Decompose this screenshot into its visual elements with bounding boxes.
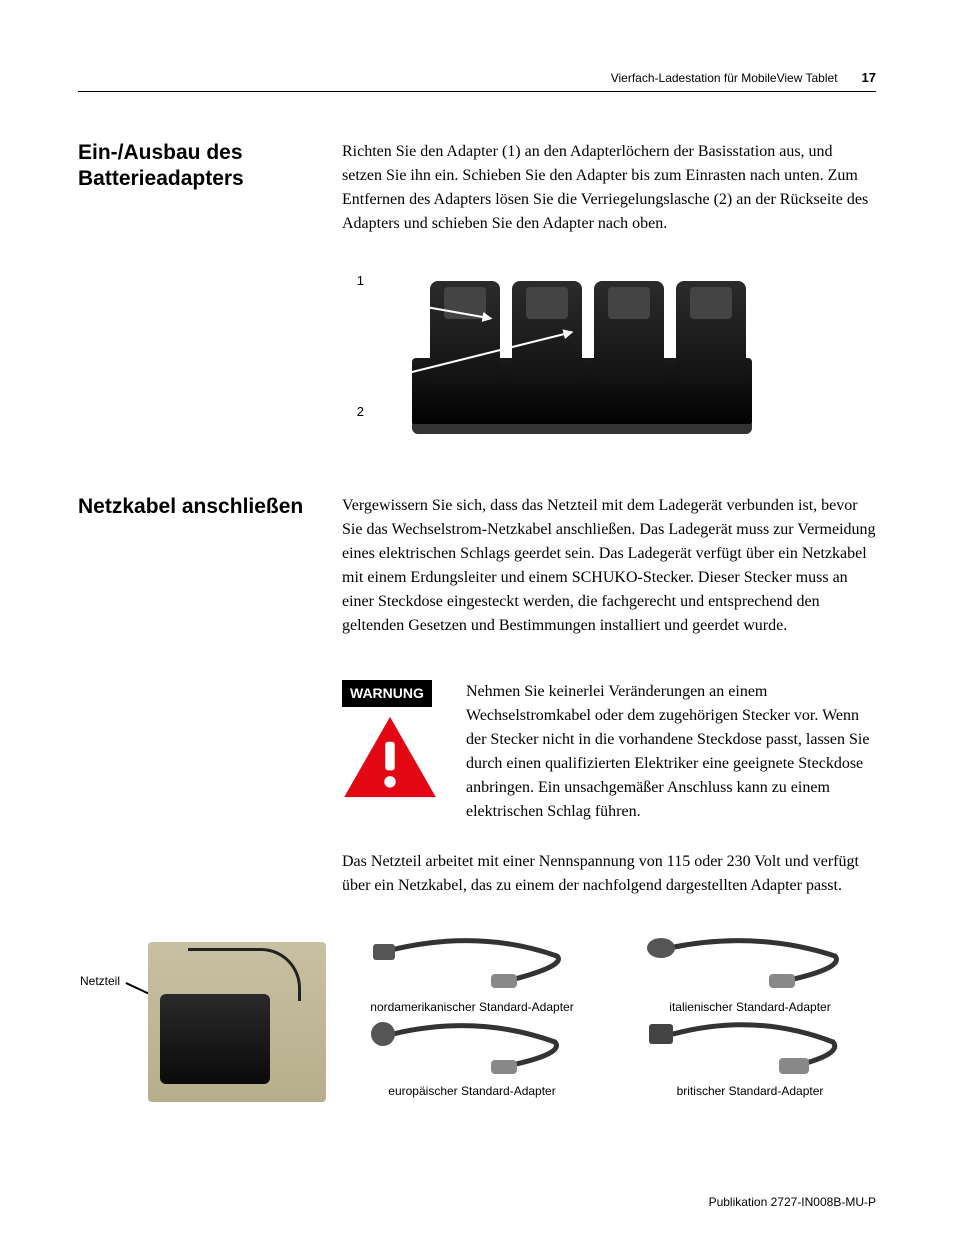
para-power-voltage: Das Netzteil arbeitet mit einer Nennspan… bbox=[342, 850, 876, 898]
body-battery-adapter: Richten Sie den Adapter (1) an den Adapt… bbox=[342, 140, 876, 464]
netzteil-label: Netzteil bbox=[80, 974, 120, 988]
adapter-it-caption: italienischer Standard-Adapter bbox=[624, 1000, 876, 1014]
adapter-na-caption: nordamerikanischer Standard-Adapter bbox=[346, 1000, 598, 1014]
heading-battery-adapter: Ein-/Ausbau des Batterieadapters bbox=[78, 140, 342, 464]
warning-left: WARNUNG bbox=[342, 680, 448, 824]
warning-text: Nehmen Sie keinerlei Veränderungen an ei… bbox=[466, 680, 876, 824]
figure-dock: 1 2 bbox=[342, 256, 876, 436]
warning-block: WARNUNG Nehmen Sie keinerlei Veränderung… bbox=[342, 680, 876, 824]
heading-power-cable: Netzkabel anschließen bbox=[78, 494, 342, 904]
figure-callouts: 1 2 bbox=[342, 271, 364, 421]
doc-title: Vierfach-Ladestation für MobileView Tabl… bbox=[611, 71, 838, 85]
warning-label: WARNUNG bbox=[342, 680, 432, 707]
adapter-uk-illustration bbox=[624, 1018, 876, 1080]
section-battery-adapter: Ein-/Ausbau des Batterieadapters Richten… bbox=[78, 140, 876, 464]
adapter-eu-illustration bbox=[346, 1018, 598, 1080]
adapters-grid: nordamerikanischer Standard-Adapter ital… bbox=[346, 934, 876, 1098]
callout-1: 1 bbox=[342, 271, 364, 291]
adapter-na-illustration bbox=[346, 934, 598, 996]
callout-2: 2 bbox=[342, 402, 364, 422]
warning-triangle-icon bbox=[342, 715, 448, 807]
body-power-cable: Vergewissern Sie sich, dass das Netzteil… bbox=[342, 494, 876, 904]
page-number: 17 bbox=[862, 70, 876, 85]
adapter-uk-caption: britischer Standard-Adapter bbox=[624, 1084, 876, 1098]
para-power-intro: Vergewissern Sie sich, dass das Netzteil… bbox=[342, 494, 876, 638]
para-battery-adapter: Richten Sie den Adapter (1) an den Adapt… bbox=[342, 140, 876, 236]
netzteil-illustration bbox=[148, 942, 326, 1102]
section-power-cable: Netzkabel anschließen Vergewissern Sie s… bbox=[78, 494, 876, 904]
adapter-it-illustration bbox=[624, 934, 876, 996]
power-row: Netzteil Netzkabel nordame bbox=[78, 934, 876, 1102]
page-content: Vierfach-Ladestation für MobileView Tabl… bbox=[0, 0, 954, 1142]
dock-illustration bbox=[382, 256, 782, 436]
publication-footer: Publikation 2727-IN008B-MU-P bbox=[709, 1195, 876, 1209]
running-header: Vierfach-Ladestation für MobileView Tabl… bbox=[78, 70, 876, 92]
adapter-eu-caption: europäischer Standard-Adapter bbox=[346, 1084, 598, 1098]
netzteil-block: Netzteil Netzkabel bbox=[78, 934, 326, 1102]
